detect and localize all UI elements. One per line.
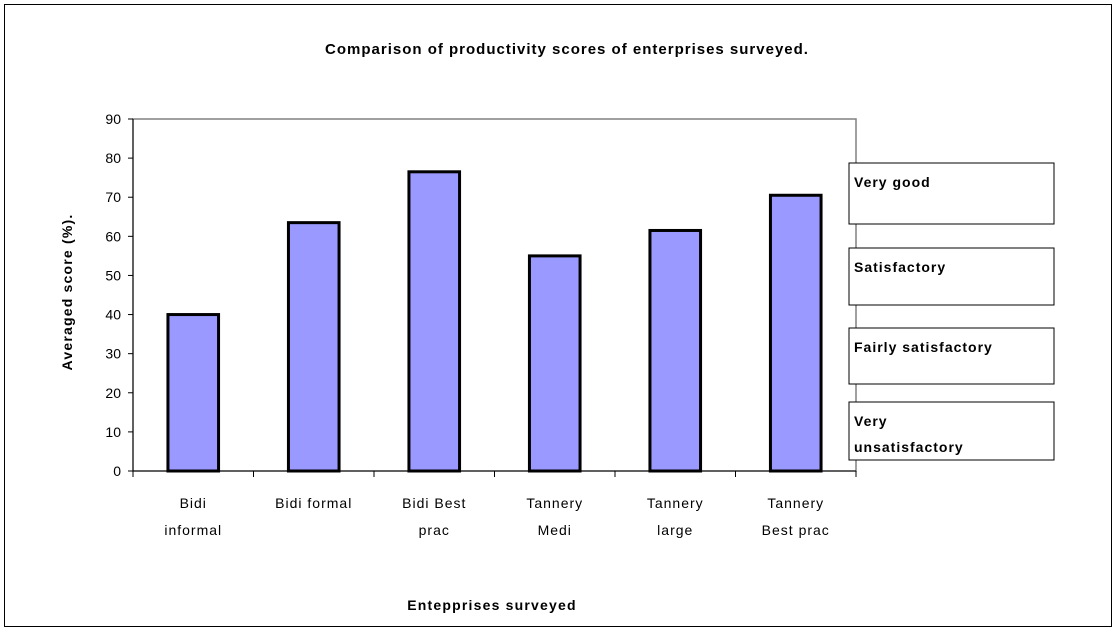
y-tick-label: 70 <box>105 189 121 205</box>
rating-box <box>848 247 1055 306</box>
plot-area <box>132 118 857 472</box>
rating-box-label-line: Very good <box>854 174 931 190</box>
category-label: Bidi formal <box>275 495 352 511</box>
category-label-line: prac <box>419 522 450 538</box>
rating-legend: Very good Satisfactory Fairly satisfactory… <box>848 162 1055 461</box>
rating-box-label: Very unsatisfactory <box>854 413 964 455</box>
rating-box-label-line: Fairly satisfactory <box>854 339 993 355</box>
rating-box <box>848 327 1055 385</box>
category-label-line: Tannery <box>767 495 824 511</box>
y-tick-label: 60 <box>105 228 121 244</box>
y-tick-label: 20 <box>105 385 121 401</box>
category-label-line: large <box>657 522 693 538</box>
y-tick-label: 80 <box>105 150 121 166</box>
chart-title: Comparison of productivity scores of ent… <box>325 41 809 58</box>
rating-box-label-line: Satisfactory <box>854 259 946 275</box>
category-label: Tannery large <box>647 495 704 538</box>
x-axis <box>132 470 857 477</box>
category-label: Bidi informal <box>164 495 222 538</box>
category-label-line: Tannery <box>526 495 583 511</box>
bar <box>166 313 221 473</box>
category-label-line: Bidi <box>180 495 207 511</box>
plot-border <box>132 118 857 472</box>
category-label-line: Medi <box>538 522 572 538</box>
y-tick-label: 40 <box>105 307 121 323</box>
category-label-line: Best prac <box>762 522 830 538</box>
category-label-line: Tannery <box>647 495 704 511</box>
bar <box>286 221 341 473</box>
bar <box>648 228 703 473</box>
rating-box <box>848 162 1055 225</box>
rating-box-label-line: Very <box>854 413 888 429</box>
y-axis: 0 10 20 30 40 50 60 70 80 90 <box>105 111 134 479</box>
y-tick-label: 10 <box>105 424 121 440</box>
category-label: Tannery Best prac <box>762 495 830 538</box>
category-label: Tannery Medi <box>526 495 583 538</box>
y-tick-label: 90 <box>105 111 121 127</box>
category-label-line: informal <box>164 522 222 538</box>
rating-box <box>848 401 1055 461</box>
rating-box-label: Very good <box>854 174 931 190</box>
bar <box>407 170 462 473</box>
bar <box>527 254 582 473</box>
category-label-line: Bidi Best <box>402 495 466 511</box>
rating-box-label: Satisfactory <box>854 259 946 275</box>
category-labels: Bidi informal Bidi formal Bidi Best prac Tann… <box>164 495 830 538</box>
y-axis-title: Averaged score (%). <box>59 214 75 371</box>
rating-box-label-line: unsatisfactory <box>854 439 964 455</box>
y-tick-label: 30 <box>105 346 121 362</box>
y-tick-label: 50 <box>105 267 121 283</box>
bars <box>166 170 823 473</box>
category-label-line: Bidi formal <box>275 495 352 511</box>
x-axis-title: Entepprises surveyed <box>407 597 577 613</box>
rating-box-label: Fairly satisfactory <box>854 339 993 355</box>
bar <box>768 193 823 473</box>
category-label: Bidi Best prac <box>402 495 466 538</box>
y-tick-label: 0 <box>113 463 121 479</box>
